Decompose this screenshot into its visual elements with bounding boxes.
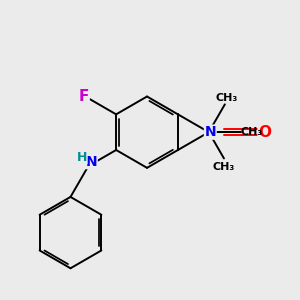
- Text: CH₃: CH₃: [215, 93, 238, 103]
- Text: O: O: [258, 125, 271, 140]
- Text: H: H: [76, 151, 87, 164]
- Text: CH₃: CH₃: [240, 127, 262, 137]
- Text: CH₃: CH₃: [213, 162, 235, 172]
- Text: F: F: [79, 89, 89, 104]
- Text: N: N: [205, 125, 216, 139]
- Text: N: N: [85, 154, 97, 169]
